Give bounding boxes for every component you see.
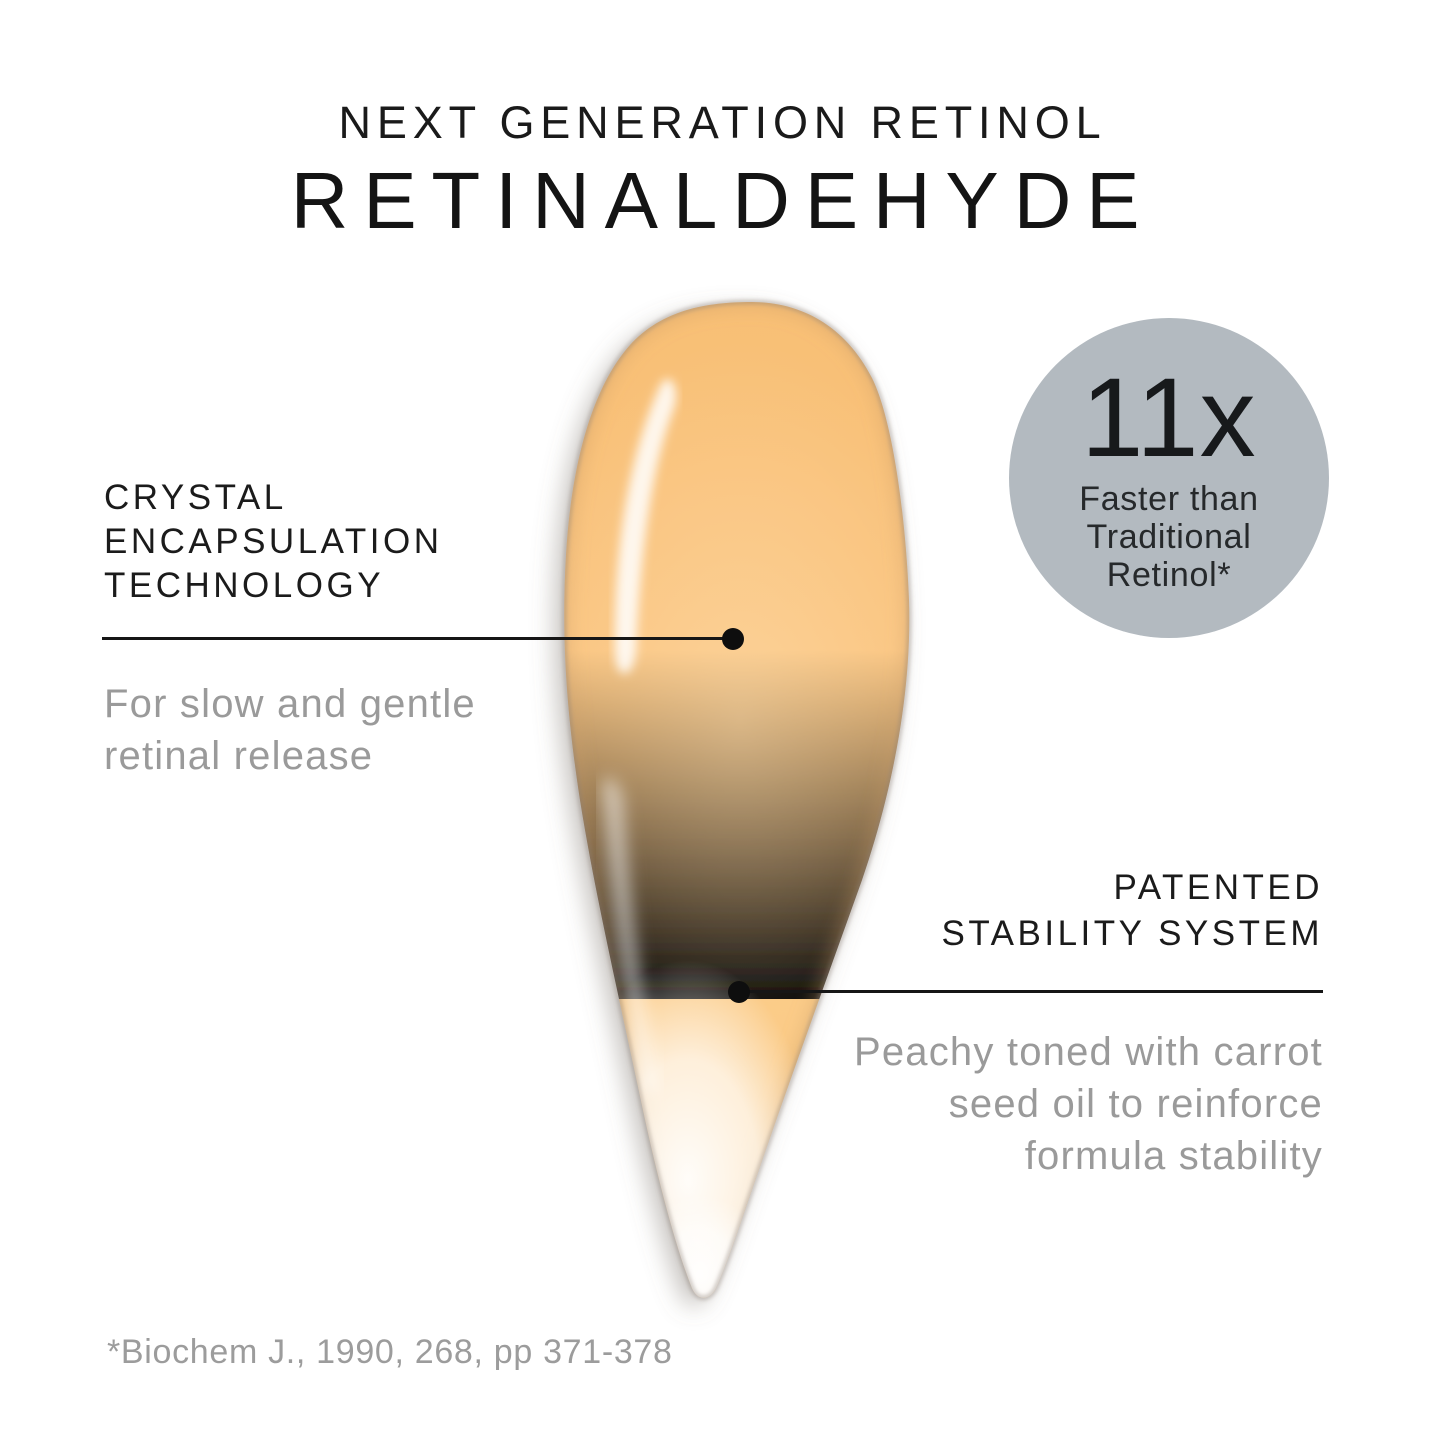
feature-right-title: PATENTED STABILITY SYSTEM: [941, 868, 1323, 953]
footnote-citation: *Biochem J., 1990, 268, pp 371-378: [107, 1333, 673, 1371]
feature-right-description: Peachy toned with carrot seed oil to rei…: [853, 1030, 1323, 1178]
feature-left-description: For slow and gentle retinal release: [104, 682, 476, 778]
swatch-highlight: [614, 378, 677, 674]
stat-badge: 11x Faster than Traditional Retinol*: [1009, 318, 1329, 638]
callout-line-right: [739, 990, 1323, 993]
badge-multiplier: 11x: [1081, 355, 1257, 480]
badge-caption: Faster than Traditional Retinol*: [1079, 480, 1259, 594]
callout-line-left: [102, 637, 733, 640]
header-kicker: NEXT GENERATION RETINOL: [338, 97, 1107, 148]
feature-left-title: CRYSTAL ENCAPSULATION TECHNOLOGY: [104, 478, 443, 605]
callout-dot-left: [722, 628, 744, 650]
page-title: RETINALDEHYDE: [290, 156, 1155, 245]
callout-dot-right: [728, 981, 750, 1003]
